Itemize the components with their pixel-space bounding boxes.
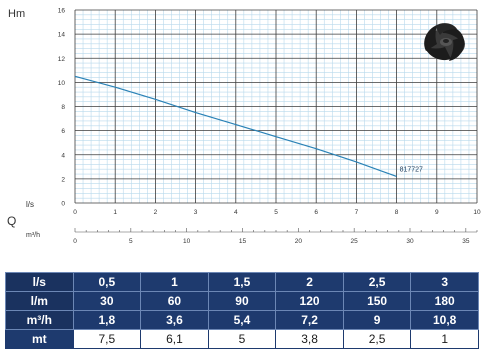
x-unit-label: l/s (26, 200, 34, 209)
table-cell: 1,5 (207, 272, 277, 292)
table-cell: 2,5 (342, 329, 412, 349)
x-tick-label: 8 (395, 209, 399, 216)
x-tick-labels: 0 1 2 3 4 5 6 7 8 9 10 (73, 209, 481, 216)
table-cell: 5 (207, 329, 277, 349)
q-tick-label: 10 (183, 238, 191, 245)
table-row: mt 7,5 6,1 5 3,8 2,5 1 (5, 329, 479, 349)
table-cell: 2 (275, 272, 344, 292)
table-cell: 10,8 (410, 310, 479, 330)
table-row: l/s 0,5 1 1,5 2 2,5 3 (5, 272, 479, 292)
table-cell: 5,4 (207, 310, 277, 330)
x-tick-label: 6 (314, 209, 318, 216)
y-tick-label: 2 (61, 176, 65, 183)
table-row: m³/h 1,8 3,6 5,4 7,2 9 10,8 (5, 310, 479, 330)
series-label: 817727 (400, 166, 423, 173)
table-cell: 1 (410, 329, 479, 349)
y-tick-label: 12 (58, 56, 66, 63)
x-tick-label: 10 (473, 209, 481, 216)
x-tick-label: 2 (154, 209, 158, 216)
table-cell: 3,6 (140, 310, 209, 330)
q-tick-label: 25 (351, 238, 359, 245)
table-cell: 2,5 (342, 272, 412, 292)
y-tick-labels: 0 2 4 6 8 10 12 14 16 (58, 8, 66, 208)
y-tick-label: 8 (61, 104, 65, 111)
x-tick-label: 4 (234, 209, 238, 216)
y-tick-label: 6 (61, 128, 65, 135)
x-tick-label: 7 (355, 209, 359, 216)
y-tick-label: 16 (58, 8, 66, 15)
x-tick-label: 0 (73, 209, 77, 216)
y-tick-label: 0 (61, 201, 65, 208)
x-tick-label: 1 (113, 209, 117, 216)
x-tick-label: 9 (435, 209, 439, 216)
table-cell: 3,8 (275, 329, 344, 349)
y-tick-label: 14 (58, 32, 66, 39)
table-cell: 1,8 (72, 310, 142, 330)
table-row-label: mt (5, 329, 74, 349)
table-cell: 150 (342, 291, 412, 311)
q-tick-label: 20 (295, 238, 303, 245)
x-tick-label: 3 (194, 209, 198, 216)
table-cell: 9 (342, 310, 412, 330)
table-cell: 6,1 (140, 329, 209, 349)
table-cell: 120 (275, 291, 344, 311)
table-cell: 3 (410, 272, 479, 292)
q-tick-label: 30 (406, 238, 414, 245)
series-layer: 817727 (74, 75, 423, 178)
y-tick-label: 10 (58, 80, 66, 87)
impeller-icon (424, 23, 465, 61)
table-row-label: m³/h (5, 310, 74, 330)
table-cell: 1 (140, 272, 209, 292)
q-tick-label: 15 (239, 238, 247, 245)
major-grid (74, 9, 478, 204)
table-cell: 7,5 (72, 329, 142, 349)
table-cell: 90 (207, 291, 277, 311)
q-tick-label: 5 (129, 238, 133, 245)
y-tick-label: 4 (61, 152, 65, 159)
x-tick-label: 5 (274, 209, 278, 216)
performance-table: l/s 0,5 1 1,5 2 2,5 3 l/m 30 60 90 120 150 180 m³/h 1,8… (5, 272, 479, 349)
y-axis-label: Hm (8, 8, 25, 20)
table-cell: 30 (72, 291, 142, 311)
q-tick-label: 35 (462, 238, 470, 245)
table-row-label: l/m (5, 291, 74, 311)
q-label: Q (7, 214, 16, 228)
table-cell: 0,5 (72, 272, 142, 292)
q-tick-label: 0 (73, 238, 77, 245)
table-row: l/m 30 60 90 120 150 180 (5, 291, 479, 311)
table-cell: 60 (140, 291, 209, 311)
series-line-817727 (74, 75, 397, 178)
table-row-label: l/s (5, 272, 74, 292)
table-cell: 7,2 (275, 310, 344, 330)
q-axis: 0 5 10 15 20 25 30 35 (73, 228, 478, 245)
q-unit-label: m³/h (26, 232, 40, 239)
table-cell: 180 (410, 291, 479, 311)
